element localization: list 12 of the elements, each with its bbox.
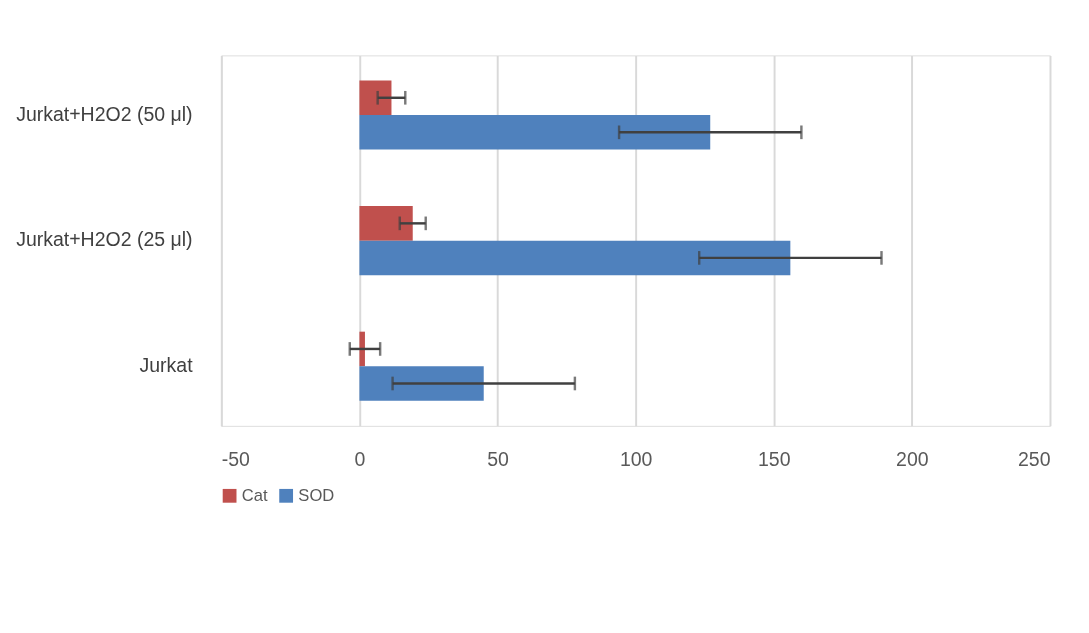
y-tick-label: Jurkat+H2O2 (25 μl)	[16, 228, 193, 251]
x-tick-label: 100	[619, 448, 653, 471]
legend-label: SOD	[298, 485, 335, 505]
x-tick-label: 150	[758, 448, 791, 471]
x-tick-label: 50	[487, 448, 510, 471]
x-tick-label: 0	[354, 448, 366, 471]
legend-label: Cat	[241, 485, 268, 505]
y-tick-label: Jurkat	[139, 354, 194, 377]
y-tick-label: Jurkat+H2O2 (50 μl)	[16, 102, 193, 125]
x-tick-label: -50	[221, 448, 251, 471]
x-tick-label: 250	[1017, 448, 1051, 471]
x-tick-label: 200	[896, 448, 929, 471]
